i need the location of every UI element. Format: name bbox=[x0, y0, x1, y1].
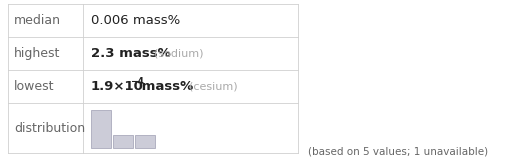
Text: median: median bbox=[14, 14, 61, 27]
Text: −4: −4 bbox=[130, 76, 144, 86]
Text: 2.3 mass%: 2.3 mass% bbox=[91, 47, 171, 60]
Text: distribution: distribution bbox=[14, 122, 85, 134]
Bar bbox=[135, 135, 155, 148]
Text: (based on 5 values; 1 unavailable): (based on 5 values; 1 unavailable) bbox=[308, 147, 488, 157]
Text: lowest: lowest bbox=[14, 80, 54, 93]
Text: mass%: mass% bbox=[137, 80, 193, 93]
Text: 1.9×10: 1.9×10 bbox=[91, 80, 144, 93]
Text: (sodium): (sodium) bbox=[147, 48, 204, 58]
Text: highest: highest bbox=[14, 47, 61, 60]
Text: 0.006 mass%: 0.006 mass% bbox=[91, 14, 180, 27]
Bar bbox=[113, 135, 133, 148]
Bar bbox=[91, 110, 111, 148]
Text: (cesium): (cesium) bbox=[182, 81, 238, 92]
